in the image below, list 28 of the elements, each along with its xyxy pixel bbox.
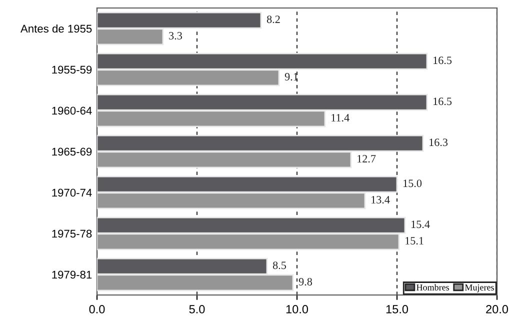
y-tick-label: 1965-69 [52,148,92,156]
y-tick-label: Antes de 1955 [20,24,92,33]
data-label: 15.1 [406,237,424,245]
data-label: 15.4 [412,220,430,228]
y-tick-label: 1970-74 [52,188,92,197]
data-label: 15.0 [404,180,422,188]
x-tick-label: 10.0 [286,305,308,314]
data-label: 16.5 [434,98,452,106]
x-tick-label: 15.0 [386,305,408,314]
data-label: 8.5 [272,262,286,270]
x-tick-label: 20.0 [486,305,508,314]
x-tick-label: 5.0 [189,305,205,314]
data-label: 11.4 [332,114,350,122]
data-label: 13.4 [372,196,390,204]
y-tick-label: 1955-59 [52,66,92,74]
legend-label: Mujeres [464,284,494,292]
data-label: 9.8 [298,278,312,286]
y-tick-label: 1975-78 [52,230,92,238]
data-label: 16.5 [434,56,452,64]
data-label: 8.2 [266,16,280,24]
data-label: 9.1 [284,73,298,81]
data-label: 3.3 [169,32,182,40]
x-tick-label: 0.0 [89,305,105,314]
y-tick-label: 1960-64 [52,106,92,115]
y-tick-label: 1979-81 [52,270,92,279]
data-label: 12.7 [358,155,376,163]
data-label: 16.3 [430,138,448,146]
legend-label: Hombres [416,284,450,290]
